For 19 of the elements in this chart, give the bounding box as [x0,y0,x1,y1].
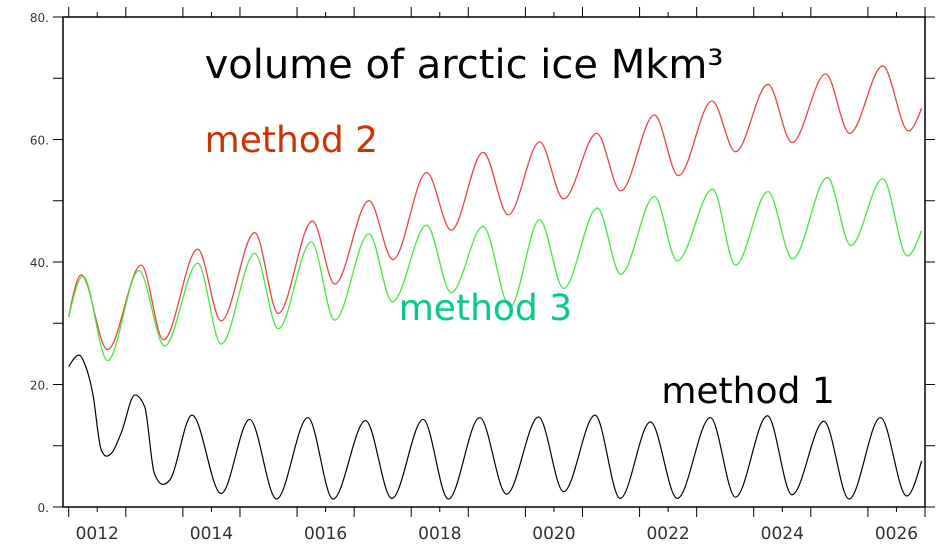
x-tick-label: 0022 [646,524,690,544]
x-tick-label: 0012 [76,524,119,544]
x-tick-label: 0020 [532,524,576,544]
x-tick-label: 0016 [304,524,348,544]
series-label: method 3 [398,288,572,330]
series-label: method 1 [661,370,835,412]
text: volume of arctic ice Mkm³ [204,42,724,88]
x-tick-label: 0024 [760,524,804,544]
line-series [68,354,922,500]
line-series [68,176,922,362]
y-tick-label: 40. [30,256,49,270]
x-tick-label: 0026 [874,524,918,544]
y-tick-label: 0. [38,501,49,515]
y-tick-label: 20. [30,378,49,392]
y-tick-label: 60. [30,134,49,148]
x-tick-label: 0018 [418,524,462,544]
series-label: method 2 [204,120,378,161]
x-tick-label: 0014 [190,524,234,544]
y-tick-label: 80. [30,11,49,25]
